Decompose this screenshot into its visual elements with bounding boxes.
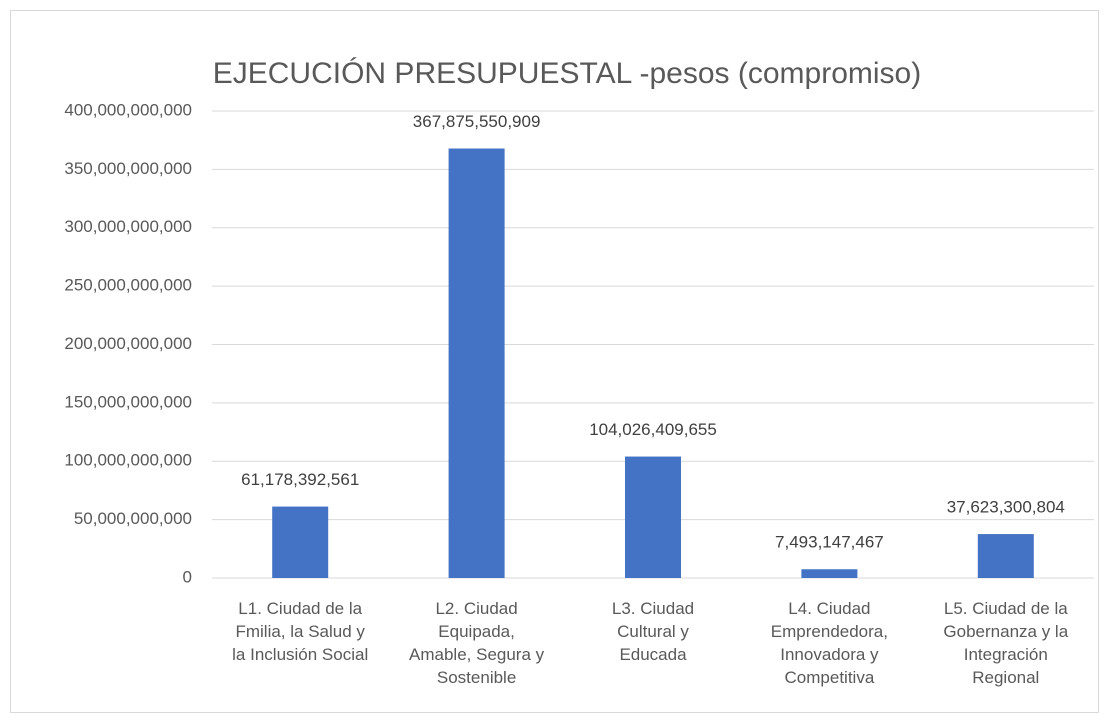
y-tick-label: 200,000,000,000	[64, 334, 192, 353]
chart-border	[10, 10, 1099, 713]
y-tick-label: 400,000,000,000	[64, 100, 192, 119]
y-tick-label: 50,000,000,000	[74, 509, 192, 528]
y-tick-label: 250,000,000,000	[64, 276, 192, 295]
data-label: 104,026,409,655	[589, 420, 717, 439]
data-label: 7,493,147,467	[775, 533, 884, 552]
x-tick-label: L1. Ciudad de la Fmilia, la Salud y la Inc…	[232, 599, 368, 664]
y-tick-label: 150,000,000,000	[64, 392, 192, 411]
bar	[272, 506, 329, 578]
x-tick-label: L4. Ciudad Emprendedora, Innovadora y Compe…	[771, 599, 888, 687]
y-tick-label: 0	[183, 567, 192, 586]
y-tick-label: 100,000,000,000	[64, 451, 192, 470]
chart-title: EJECUCIÓN PRESUPUESTAL -pesos (compromis…	[213, 57, 922, 90]
data-label: 61,178,392,561	[241, 470, 359, 489]
x-tick-label: L5. Ciudad de la Gobernanza y la Integraci…	[943, 599, 1068, 687]
x-tick-label: L2. Ciudad Equipada, Amable, Segura y Soste…	[409, 599, 545, 687]
y-tick-label: 350,000,000,000	[64, 159, 192, 178]
bar	[448, 148, 505, 578]
x-tick-label: L3. Ciudad Cultural y Educada	[612, 599, 694, 664]
data-label: 367,875,550,909	[413, 112, 541, 131]
bar	[801, 569, 858, 578]
bar	[977, 534, 1034, 578]
data-label: 37,623,300,804	[947, 498, 1065, 517]
y-tick-label: 300,000,000,000	[64, 217, 192, 236]
bar	[625, 456, 681, 578]
